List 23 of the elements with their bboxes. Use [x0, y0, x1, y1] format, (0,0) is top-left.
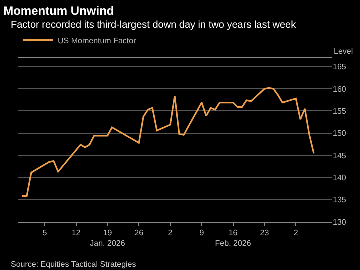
legend-label: US Momentum Factor: [58, 36, 137, 46]
x-tick-label: 16 Feb. 2026: [215, 228, 252, 248]
y-axis-title: Level: [334, 47, 354, 56]
x-tick-label: 23: [260, 228, 270, 238]
x-tick-label: 26: [134, 228, 144, 238]
x-tick-label: 12: [72, 228, 82, 238]
x-tick-label: 19 Jan. 2026: [90, 228, 126, 248]
x-tick-label: 2: [168, 228, 174, 238]
y-tick-label: 155: [333, 106, 347, 116]
x-tick-label: 9: [200, 228, 205, 238]
chart-title: Momentum Unwind: [4, 4, 114, 18]
source-note: Source: Equities Tactical Strategies: [11, 260, 136, 269]
y-tick-label: 150: [333, 129, 347, 138]
y-tick-label: 160: [333, 84, 347, 94]
y-tick-label: 165: [333, 62, 347, 72]
y-tick-label: 135: [333, 196, 347, 205]
x-tick-label: 5: [42, 228, 48, 238]
y-tick-label: 140: [333, 173, 347, 182]
line-series: [22, 87, 315, 198]
x-tick-label: 2: [294, 228, 299, 238]
y-tick-label: 145: [333, 151, 347, 160]
y-tick-label: 130: [333, 218, 347, 227]
chart-subtitle: Factor recorded its third-largest down day in two years last week: [11, 20, 298, 31]
